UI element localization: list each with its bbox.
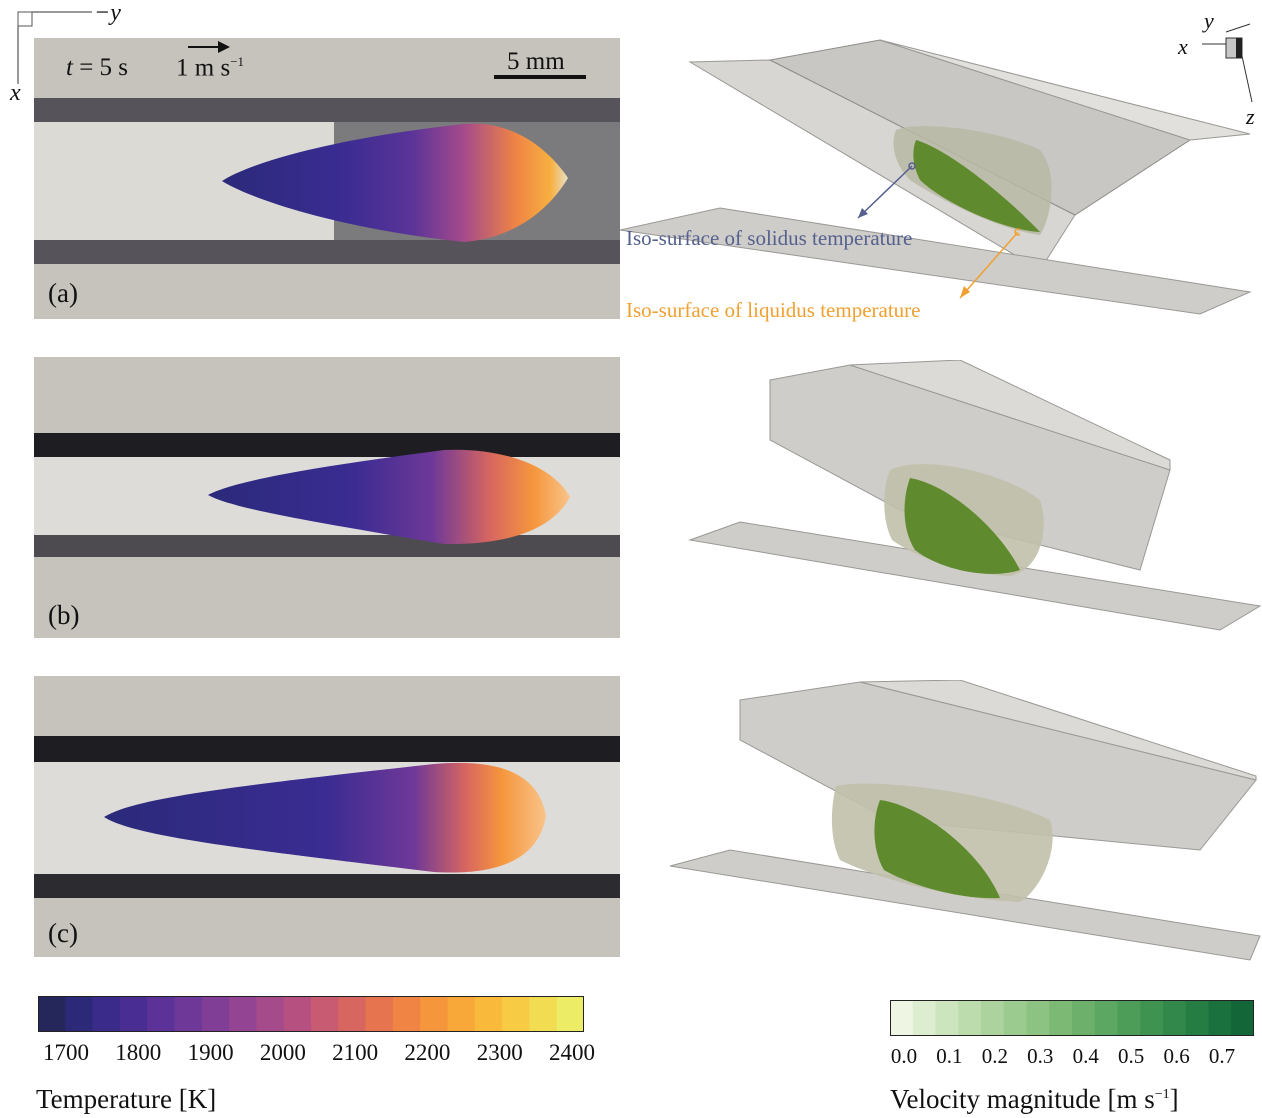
colorbar-tick-label: 1800 [115, 1040, 162, 1065]
colorbar-segment [201, 996, 230, 1032]
panel-b-tag: (b) [48, 600, 80, 630]
colorbar-segment [1140, 1000, 1164, 1036]
colorbar-segment [1026, 1000, 1050, 1036]
colorbar-tick-label: 2100 [332, 1040, 379, 1065]
colorbar-segment [365, 996, 394, 1032]
colorbar-segment [958, 1000, 982, 1036]
triad-y-label: y [1204, 8, 1214, 33]
axes-indicator [17, 11, 92, 84]
colorbar-segment [556, 996, 584, 1032]
colorbar-tick-label: 0.5 [1118, 1044, 1145, 1068]
colorbar-segment [890, 1000, 914, 1036]
colorbar-segment [420, 996, 448, 1032]
temperature-colorbar-ticks: 1700 1800 1900 2000 2100 2200 2300 2400 [0, 1040, 620, 1068]
colorbar-segment [311, 996, 339, 1032]
colorbar-tick-label: 0.6 [1163, 1044, 1190, 1068]
colorbar-segment [1094, 1000, 1118, 1036]
colorbar-segment [502, 996, 530, 1032]
annotation-arrows [857, 162, 1020, 299]
colorbar-segment [1208, 1000, 1232, 1036]
colorbar-segment [1185, 1000, 1209, 1036]
scale-bar [494, 75, 586, 79]
triad-z-label: z [1246, 104, 1255, 129]
colorbar-segment [981, 1000, 1005, 1036]
colorbar-segment [256, 996, 285, 1032]
colorbar-tick-label: 1900 [187, 1040, 234, 1065]
colorbar-segment [1231, 1000, 1254, 1036]
panel-a-top-view [34, 38, 620, 319]
colorbar-segment [935, 1000, 959, 1036]
panel-c-top-view [34, 676, 620, 957]
colorbar-tick-label: 1700 [43, 1040, 89, 1065]
colorbar-segment [1003, 1000, 1027, 1036]
colorbar-segment [229, 996, 257, 1032]
panel-a-3d-view [620, 39, 1252, 315]
colorbar-segment [1117, 1000, 1141, 1036]
colorbar-segment [447, 996, 476, 1032]
colorbar-segment [392, 996, 421, 1032]
colorbar-segment [65, 996, 94, 1032]
colorbar-segment [174, 996, 203, 1032]
velocity-colorbar-ticks: 0.0 0.1 0.2 0.3 0.4 0.5 0.6 0.7 [0, 1044, 1262, 1072]
colorbar-tick-label: 0.0 [890, 1044, 918, 1068]
solidus-annotation: Iso-surface of solidus temperature [626, 226, 913, 250]
liquidus-annotation: Iso-surface of liquidus temperature [626, 298, 921, 322]
colorbar-segment [119, 996, 148, 1032]
orientation-cube-icon [1202, 23, 1253, 103]
vector-reference-arrow-icon [188, 41, 230, 53]
colorbar-tick-label: 2200 [404, 1040, 451, 1065]
panel-a-tag: (a) [48, 278, 78, 308]
colorbar-segment [338, 996, 367, 1032]
colorbar-segment [912, 1000, 936, 1036]
colorbar-segment [92, 996, 121, 1032]
colorbar-segment [1163, 1000, 1187, 1036]
colorbar-tick-label: 0.4 [1072, 1044, 1099, 1068]
colorbar-tick-label: 0.3 [1027, 1044, 1054, 1068]
panel-b-3d-view [688, 360, 1262, 631]
colorbar-tick-label: 0.7 [1208, 1044, 1236, 1068]
vector-reference-label: 1 m s−1 [176, 54, 245, 82]
colorbar-tick-label: 0.2 [981, 1044, 1008, 1068]
panel-c-3d-view [669, 680, 1261, 961]
colorbar-tick-label: 2400 [549, 1040, 595, 1065]
panel-a-time-label: t = 5 s [66, 54, 129, 81]
temperature-colorbar-title: Temperature [K] [36, 1084, 217, 1114]
velocity-colorbar-title: Velocity magnitude [m s−1] [890, 1084, 1179, 1114]
colorbar-border [38, 996, 584, 1032]
panel-c-tag: (c) [48, 918, 78, 948]
colorbar-segment [1049, 1000, 1073, 1036]
velocity-colorbar [890, 1000, 1254, 1036]
colorbar-border [890, 1000, 1254, 1036]
triad-x-label: x [1178, 34, 1188, 59]
temperature-colorbar [38, 996, 584, 1032]
x-axis-label: x [10, 80, 21, 106]
colorbar-segment [147, 996, 175, 1032]
colorbar-tick-label: 0.1 [936, 1044, 963, 1068]
colorbar-segment [38, 996, 66, 1032]
colorbar-segment [283, 996, 312, 1032]
panel-b-top-view [34, 357, 620, 638]
colorbar-tick-label: 2000 [259, 1040, 306, 1065]
colorbar-tick-label: 2300 [476, 1040, 523, 1065]
colorbar-segment [1072, 1000, 1096, 1036]
colorbar-segment [474, 996, 503, 1032]
colorbar-segment [529, 996, 558, 1032]
neg-y-axis-label: −y [94, 0, 121, 26]
scale-bar-label: 5 mm [507, 48, 565, 75]
